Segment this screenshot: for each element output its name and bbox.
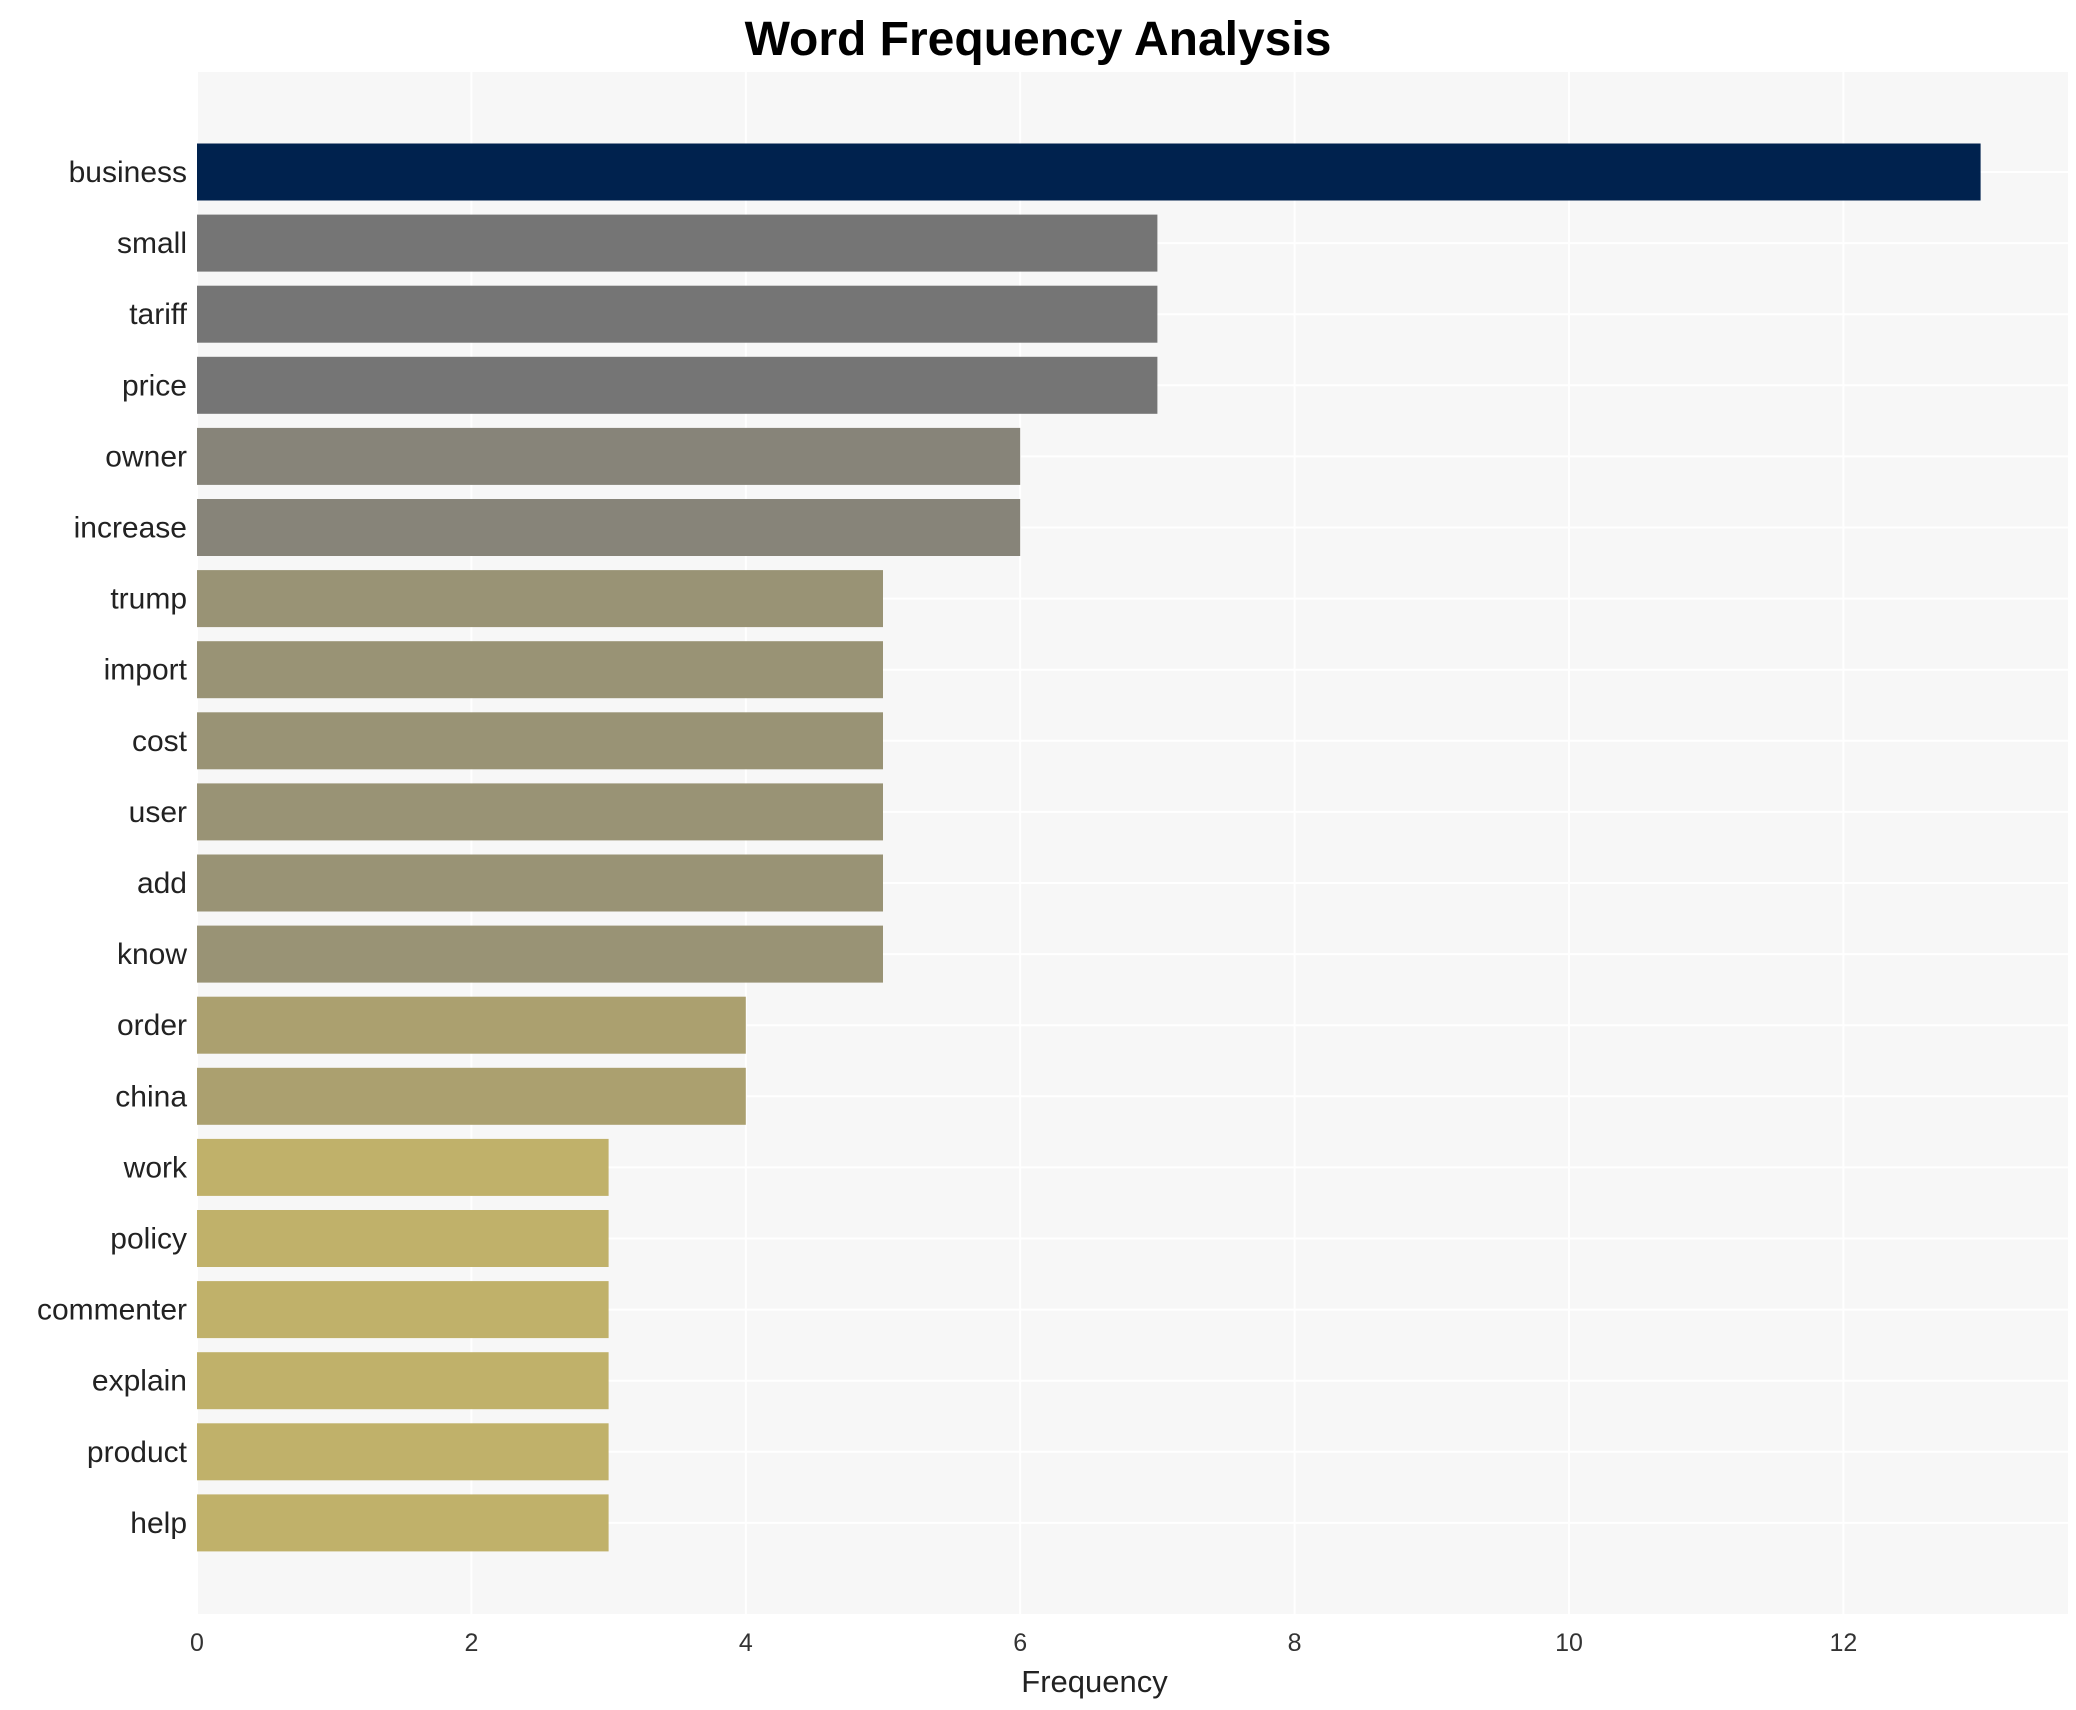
y-tick-label: help <box>130 1507 187 1540</box>
y-tick-label: policy <box>110 1223 187 1256</box>
bar-price <box>197 356 1158 414</box>
bar-tariff <box>197 285 1158 343</box>
bar-cost <box>197 712 883 770</box>
y-tick-label: import <box>104 654 188 687</box>
y-tick-label: product <box>87 1436 188 1469</box>
bar-policy <box>197 1210 609 1267</box>
y-tick-label: know <box>117 938 187 971</box>
x-axis-label: Frequency <box>1021 1664 1168 1699</box>
y-tick-label: explain <box>92 1365 187 1398</box>
chart-title: Word Frequency Analysis <box>744 13 1332 66</box>
y-tick-label: china <box>115 1080 187 1113</box>
y-tick-label: owner <box>105 440 187 473</box>
y-tick-label: business <box>69 156 187 189</box>
y-tick-label: add <box>137 867 187 900</box>
bar-product <box>197 1423 609 1481</box>
bar-trump <box>197 570 883 628</box>
x-tick-label: 8 <box>1288 1629 1302 1657</box>
bar-help <box>197 1494 609 1552</box>
bar-know <box>197 925 883 983</box>
bar-china <box>197 1067 746 1125</box>
bar-user <box>197 783 883 841</box>
y-tick-label: trump <box>110 583 187 616</box>
y-tick-label: cost <box>132 725 188 758</box>
x-tick-label: 4 <box>739 1629 753 1657</box>
y-tick-label: price <box>122 369 187 402</box>
bar-increase <box>197 499 1021 556</box>
bar-work <box>197 1138 609 1196</box>
bar-small <box>197 214 1158 272</box>
bar-owner <box>197 427 1021 485</box>
y-tick-label: increase <box>74 512 187 545</box>
x-tick-label: 0 <box>190 1629 204 1657</box>
y-tick-label: small <box>117 227 187 260</box>
x-tick-label: 6 <box>1013 1629 1027 1657</box>
x-tick-label: 10 <box>1555 1629 1583 1657</box>
bar-import <box>197 641 883 699</box>
x-tick-label: 12 <box>1829 1629 1857 1657</box>
x-tick-label: 2 <box>464 1629 478 1657</box>
bar-explain <box>197 1352 609 1410</box>
bar-business <box>197 143 1981 201</box>
y-tick-label: order <box>117 1009 187 1042</box>
y-tick-label: commenter <box>37 1294 187 1327</box>
bar-commenter <box>197 1281 609 1339</box>
bar-order <box>197 996 746 1054</box>
bar-add <box>197 854 883 912</box>
y-tick-label: work <box>123 1151 188 1184</box>
y-tick-label: tariff <box>129 298 187 331</box>
y-tick-label: user <box>129 796 187 829</box>
